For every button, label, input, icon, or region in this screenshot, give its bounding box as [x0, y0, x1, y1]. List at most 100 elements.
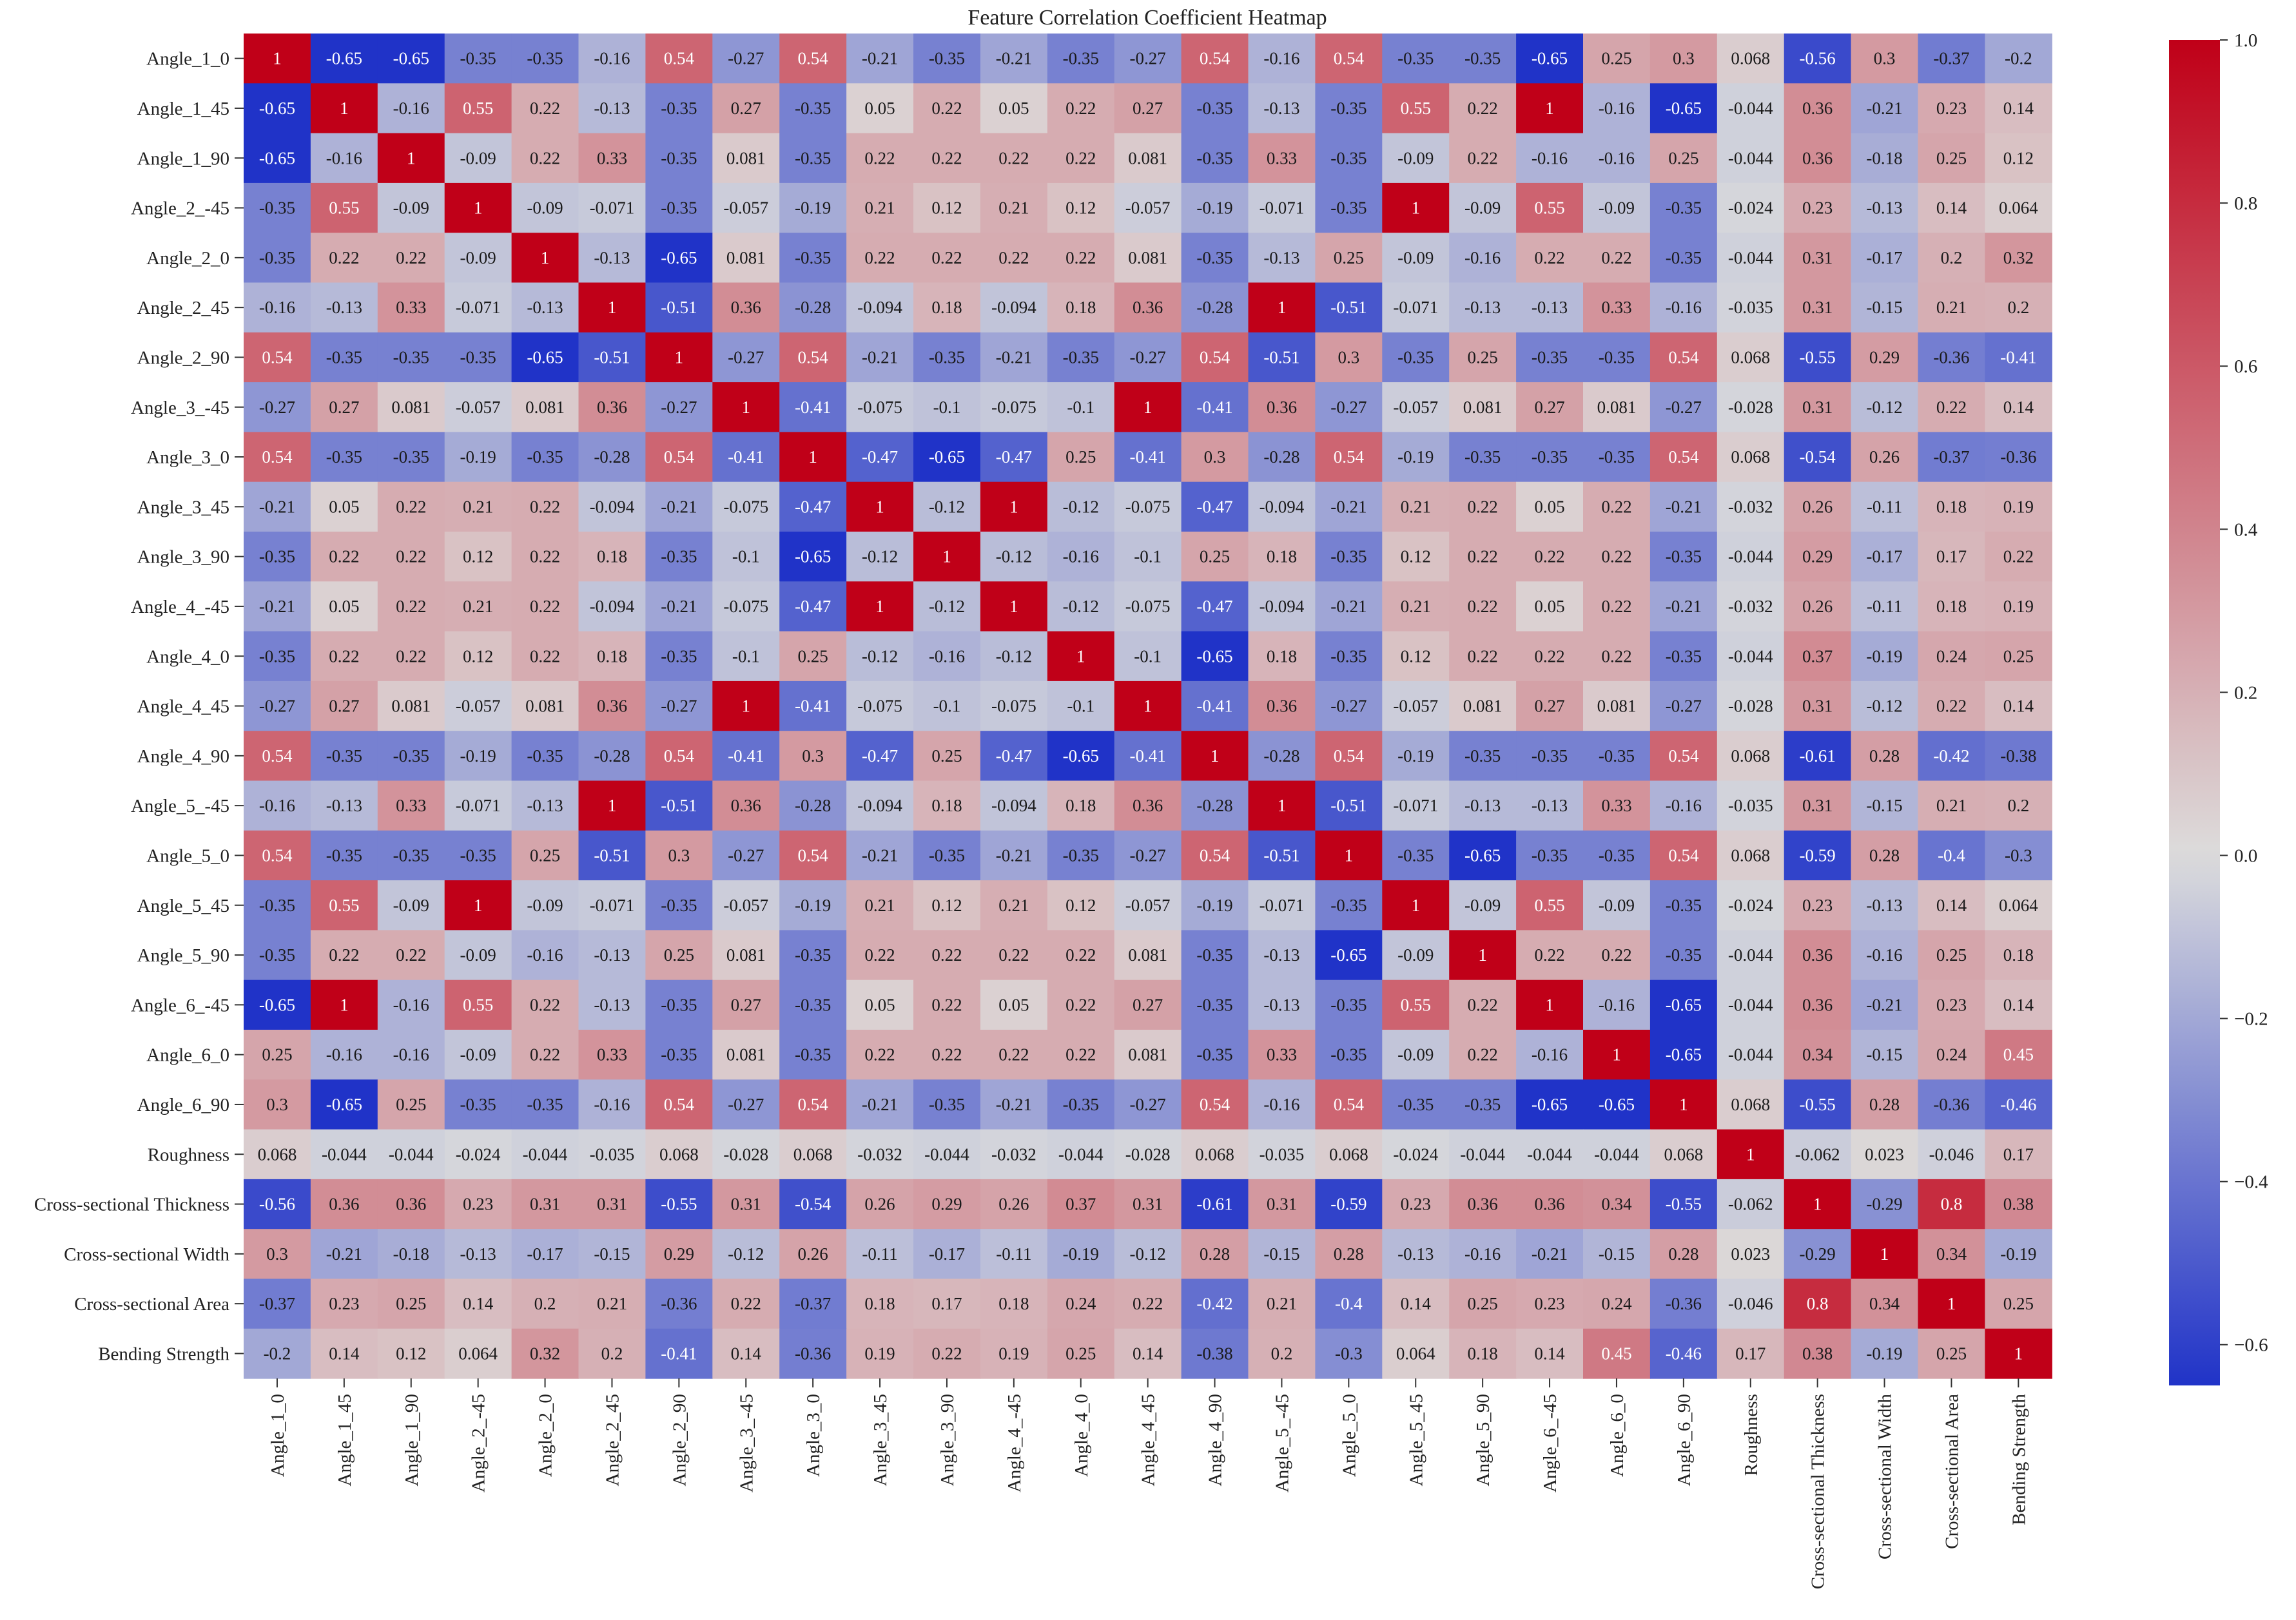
cell-value-label: 0.22: [530, 99, 560, 118]
heatmap-cell: [1315, 34, 1383, 84]
heatmap-cell: [310, 731, 378, 782]
heatmap-cell: [1985, 182, 2052, 233]
cell-value-label: 0.54: [262, 845, 293, 865]
cell-value-label: 0.22: [998, 248, 1029, 267]
cell-value-label: 0.55: [463, 99, 493, 118]
cell-value-label: -0.65: [326, 1095, 362, 1114]
cell-value-label: -0.65: [661, 248, 697, 267]
heatmap-cell: [1583, 1030, 1651, 1080]
cell-value-label: -0.35: [393, 347, 429, 367]
x-tick-label: Angle_5_45: [1406, 1394, 1426, 1486]
heatmap-cell: [511, 680, 579, 731]
cell-value-label: -0.028: [1125, 1144, 1171, 1164]
heatmap-cell: [1315, 282, 1383, 333]
cell-value-label: 0.54: [1334, 447, 1365, 467]
heatmap-cell: [913, 532, 981, 582]
heatmap-cell: [310, 1079, 378, 1130]
cell-value-label: 1: [474, 198, 483, 218]
heatmap-cell: [1516, 1179, 1584, 1229]
cell-value-label: 1: [608, 796, 617, 815]
heatmap-cell: [1382, 332, 1450, 383]
heatmap-cell: [1516, 1328, 1584, 1379]
heatmap-cell: [1248, 1278, 1316, 1329]
heatmap-cell: [1248, 1129, 1316, 1180]
cell-value-label: 0.25: [262, 1045, 292, 1065]
x-tick-label: Angle_2_45: [602, 1394, 623, 1486]
cell-value-label: -0.35: [1397, 845, 1434, 865]
cell-value-label: 1: [1746, 1144, 1755, 1164]
cell-value-label: 0.27: [1534, 398, 1564, 417]
cell-value-label: -0.41: [795, 697, 831, 716]
heatmap-cell: [1516, 532, 1584, 582]
cell-value-label: 0.25: [798, 646, 828, 666]
heatmap-cell: [1315, 233, 1383, 284]
cell-value-label: -0.41: [1130, 746, 1166, 766]
heatmap-cell: [1516, 1079, 1584, 1130]
cell-value-label: 0.31: [1267, 1195, 1297, 1214]
heatmap-cell: [1784, 979, 1852, 1030]
cell-value-label: -0.057: [723, 198, 768, 218]
heatmap-cell: [1114, 532, 1182, 582]
cell-value-label: 1: [875, 497, 884, 516]
heatmap-cell: [1851, 432, 1919, 483]
cell-value-label: 1: [2014, 1344, 2023, 1363]
cell-value-label: 0.19: [864, 1344, 895, 1363]
heatmap-cell: [1315, 731, 1383, 782]
heatmap-cell: [1449, 1129, 1517, 1180]
heatmap-cell: [1449, 1328, 1517, 1379]
cell-value-label: 0.081: [1128, 148, 1167, 168]
heatmap-cell: [244, 1328, 311, 1379]
heatmap-cell: [1382, 830, 1450, 881]
cell-value-label: -0.028: [1728, 697, 1773, 716]
cell-value-label: -0.21: [259, 497, 295, 516]
heatmap-cell: [578, 382, 646, 432]
heatmap-cell: [1181, 830, 1249, 881]
heatmap-cell: [1449, 432, 1517, 483]
cell-value-label: -0.35: [1330, 646, 1367, 666]
cell-value-label: -0.35: [1464, 447, 1501, 467]
y-tick-label: Angle_1_45: [137, 99, 229, 119]
heatmap-cell: [1114, 979, 1182, 1030]
cell-value-label: -0.16: [1599, 995, 1635, 1014]
heatmap-cell: [1047, 282, 1115, 333]
cell-value-label: 0.22: [864, 248, 895, 267]
colorbar-tick-label: 1.0: [2234, 30, 2257, 51]
cell-value-label: 0.22: [329, 547, 359, 566]
cell-value-label: 0.36: [1802, 99, 1833, 118]
cell-value-label: 0.22: [931, 1344, 962, 1363]
heatmap-cell: [1516, 1030, 1584, 1080]
cell-value-label: -0.36: [795, 1344, 831, 1363]
heatmap-cell: [779, 581, 847, 632]
cell-value-label: -0.028: [723, 1144, 768, 1164]
heatmap-cell: [511, 182, 579, 233]
heatmap-cell: [1516, 680, 1584, 731]
heatmap-cell: [578, 532, 646, 582]
heatmap-cell: [1449, 1079, 1517, 1130]
cell-value-label: -0.035: [1728, 298, 1773, 317]
cell-value-label: -0.18: [393, 1244, 429, 1264]
cell-value-label: 0.36: [329, 1195, 359, 1214]
heatmap-cell: [1583, 1278, 1651, 1329]
cell-value-label: 0.22: [1468, 995, 1498, 1014]
heatmap-cell: [1583, 780, 1651, 831]
heatmap-cell: [578, 780, 646, 831]
cell-value-label: -0.35: [259, 248, 295, 267]
cell-value-label: 0.54: [262, 447, 293, 467]
heatmap-cell: [980, 1179, 1048, 1229]
heatmap-cell: [1717, 680, 1785, 731]
cell-value-label: -0.36: [1666, 1294, 1702, 1313]
cell-value-label: -0.21: [862, 347, 898, 367]
heatmap-cell: [645, 1278, 713, 1329]
heatmap-cell: [1047, 581, 1115, 632]
cell-value-label: -0.09: [1464, 896, 1501, 915]
heatmap-cell: [1717, 1278, 1785, 1329]
cell-value-label: 0.22: [1534, 646, 1564, 666]
heatmap-cell: [913, 282, 981, 333]
heatmap-cell: [846, 532, 914, 582]
cell-value-label: -0.35: [1599, 746, 1635, 766]
cell-value-label: -0.35: [1063, 347, 1099, 367]
cell-value-label: 0.25: [1200, 547, 1230, 566]
heatmap-cell: [1918, 780, 1985, 831]
heatmap-cell: [913, 1079, 981, 1130]
heatmap-cell: [377, 432, 445, 483]
